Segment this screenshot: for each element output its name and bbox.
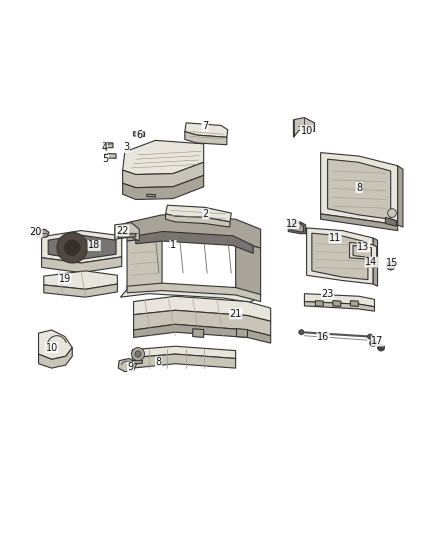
Polygon shape [185, 123, 228, 138]
Circle shape [388, 209, 396, 217]
Text: 17: 17 [371, 336, 384, 346]
Text: 10: 10 [46, 343, 58, 352]
Text: 11: 11 [329, 233, 341, 243]
Circle shape [135, 351, 141, 357]
Polygon shape [44, 271, 117, 289]
Circle shape [389, 263, 393, 268]
Polygon shape [307, 228, 373, 284]
Polygon shape [127, 237, 162, 289]
Polygon shape [103, 142, 113, 148]
Text: 22: 22 [117, 225, 129, 236]
Polygon shape [166, 205, 231, 222]
Polygon shape [132, 354, 236, 368]
Text: 21: 21 [230, 309, 242, 319]
Polygon shape [132, 346, 236, 359]
Text: 2: 2 [203, 209, 209, 219]
Polygon shape [127, 215, 261, 248]
Text: 5: 5 [102, 154, 108, 164]
Polygon shape [237, 329, 247, 337]
Text: 16: 16 [317, 333, 329, 343]
Polygon shape [105, 154, 116, 158]
Polygon shape [350, 243, 377, 261]
Polygon shape [118, 359, 137, 372]
Polygon shape [115, 223, 139, 241]
Polygon shape [48, 235, 116, 260]
Polygon shape [353, 246, 371, 258]
Text: 23: 23 [321, 289, 334, 298]
Polygon shape [134, 324, 271, 343]
Circle shape [367, 334, 373, 339]
Polygon shape [193, 329, 204, 337]
Circle shape [386, 261, 395, 270]
Circle shape [299, 329, 304, 335]
Polygon shape [315, 301, 323, 306]
Polygon shape [134, 310, 271, 336]
Polygon shape [333, 301, 341, 306]
Polygon shape [236, 241, 261, 296]
Polygon shape [373, 238, 378, 286]
Text: 18: 18 [88, 240, 100, 251]
Polygon shape [288, 222, 306, 233]
Polygon shape [321, 214, 398, 231]
Polygon shape [136, 231, 253, 253]
Polygon shape [328, 159, 391, 219]
Polygon shape [33, 229, 49, 238]
Polygon shape [350, 301, 358, 306]
Text: 20: 20 [30, 228, 42, 237]
Polygon shape [185, 132, 227, 145]
Polygon shape [123, 140, 204, 174]
Polygon shape [120, 285, 261, 302]
Polygon shape [42, 257, 122, 273]
Polygon shape [39, 330, 72, 359]
Polygon shape [42, 231, 122, 263]
Circle shape [64, 240, 80, 255]
Polygon shape [304, 294, 374, 307]
Text: 3: 3 [123, 142, 129, 152]
Polygon shape [321, 152, 398, 225]
Text: 7: 7 [202, 122, 208, 131]
Text: 10: 10 [300, 126, 313, 136]
Text: 12: 12 [286, 219, 299, 229]
Polygon shape [166, 214, 230, 227]
Polygon shape [132, 360, 142, 364]
Polygon shape [293, 118, 314, 138]
Polygon shape [118, 233, 136, 238]
Text: 19: 19 [59, 274, 71, 284]
Text: 6: 6 [136, 130, 142, 140]
Text: 8: 8 [356, 183, 362, 192]
Polygon shape [127, 283, 261, 302]
Circle shape [131, 348, 145, 361]
Polygon shape [123, 175, 204, 199]
Text: 14: 14 [365, 257, 378, 267]
Polygon shape [44, 284, 117, 297]
Polygon shape [304, 302, 374, 311]
Polygon shape [398, 166, 403, 227]
Polygon shape [123, 162, 204, 188]
Polygon shape [39, 348, 72, 368]
Text: 8: 8 [155, 357, 162, 367]
Polygon shape [134, 296, 271, 321]
Circle shape [378, 344, 385, 351]
Circle shape [57, 232, 88, 263]
Polygon shape [367, 259, 378, 268]
Polygon shape [312, 233, 368, 280]
Polygon shape [385, 217, 396, 226]
Circle shape [370, 340, 377, 346]
Text: 15: 15 [386, 258, 398, 268]
Polygon shape [290, 223, 304, 232]
Text: 13: 13 [357, 242, 370, 252]
Text: 4: 4 [101, 143, 107, 154]
Text: 9: 9 [127, 362, 134, 372]
Text: 1: 1 [170, 240, 176, 251]
Polygon shape [147, 194, 155, 197]
Polygon shape [134, 132, 145, 136]
